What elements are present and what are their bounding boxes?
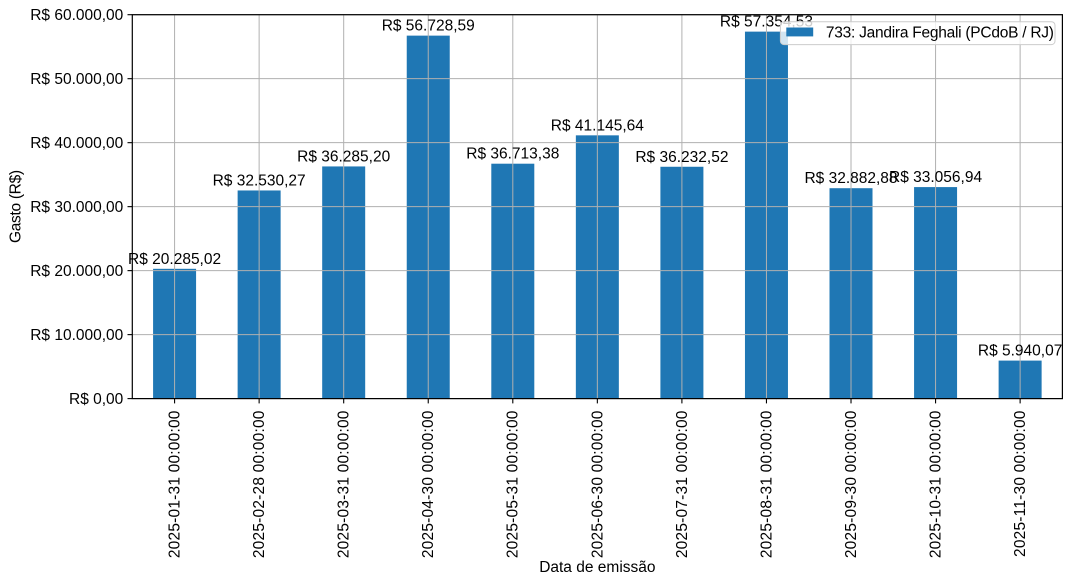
svg-text:2025-03-31 00:00:00: 2025-03-31 00:00:00 <box>336 410 353 558</box>
svg-text:Data de emissão: Data de emissão <box>539 559 655 576</box>
svg-text:R$ 0,00: R$ 0,00 <box>69 391 124 408</box>
svg-text:R$ 56.728,59: R$ 56.728,59 <box>382 18 475 35</box>
svg-text:R$ 32.530,27: R$ 32.530,27 <box>213 172 306 189</box>
svg-text:R$ 32.882,88: R$ 32.882,88 <box>804 170 897 187</box>
svg-text:R$ 10.000,00: R$ 10.000,00 <box>30 327 123 344</box>
svg-text:R$ 41.145,64: R$ 41.145,64 <box>551 117 644 134</box>
svg-text:2025-07-31 00:00:00: 2025-07-31 00:00:00 <box>674 410 691 558</box>
svg-text:R$ 60.000,00: R$ 60.000,00 <box>30 7 123 24</box>
svg-text:2025-10-31 00:00:00: 2025-10-31 00:00:00 <box>927 410 944 558</box>
svg-text:2025-08-31 00:00:00: 2025-08-31 00:00:00 <box>758 410 775 558</box>
svg-text:2025-02-28 00:00:00: 2025-02-28 00:00:00 <box>251 410 268 558</box>
svg-text:R$ 33.056,94: R$ 33.056,94 <box>889 169 982 186</box>
svg-text:2025-09-30 00:00:00: 2025-09-30 00:00:00 <box>843 410 860 558</box>
svg-text:R$ 36.232,52: R$ 36.232,52 <box>635 149 728 166</box>
svg-text:2025-04-30 00:00:00: 2025-04-30 00:00:00 <box>420 410 437 558</box>
svg-text:R$ 36.713,38: R$ 36.713,38 <box>466 146 559 163</box>
svg-text:2025-01-31 00:00:00: 2025-01-31 00:00:00 <box>166 410 183 558</box>
svg-text:Gasto (R$): Gasto (R$) <box>7 170 24 243</box>
svg-text:2025-06-30 00:00:00: 2025-06-30 00:00:00 <box>589 410 606 558</box>
svg-text:733: Jandira Feghali (PCdoB /: 733: Jandira Feghali (PCdoB / RJ) <box>826 24 1054 41</box>
svg-text:R$ 20.000,00: R$ 20.000,00 <box>30 263 123 280</box>
svg-text:R$ 36.285,20: R$ 36.285,20 <box>297 148 390 165</box>
svg-text:R$ 30.000,00: R$ 30.000,00 <box>30 199 123 216</box>
svg-text:R$ 50.000,00: R$ 50.000,00 <box>30 71 123 88</box>
svg-text:2025-05-31 00:00:00: 2025-05-31 00:00:00 <box>505 410 522 558</box>
svg-text:R$ 40.000,00: R$ 40.000,00 <box>30 135 123 152</box>
svg-text:R$ 20.285,02: R$ 20.285,02 <box>128 251 221 268</box>
svg-text:R$ 5.940,07: R$ 5.940,07 <box>978 343 1062 360</box>
svg-text:2025-11-30 00:00:00: 2025-11-30 00:00:00 <box>1012 410 1029 557</box>
